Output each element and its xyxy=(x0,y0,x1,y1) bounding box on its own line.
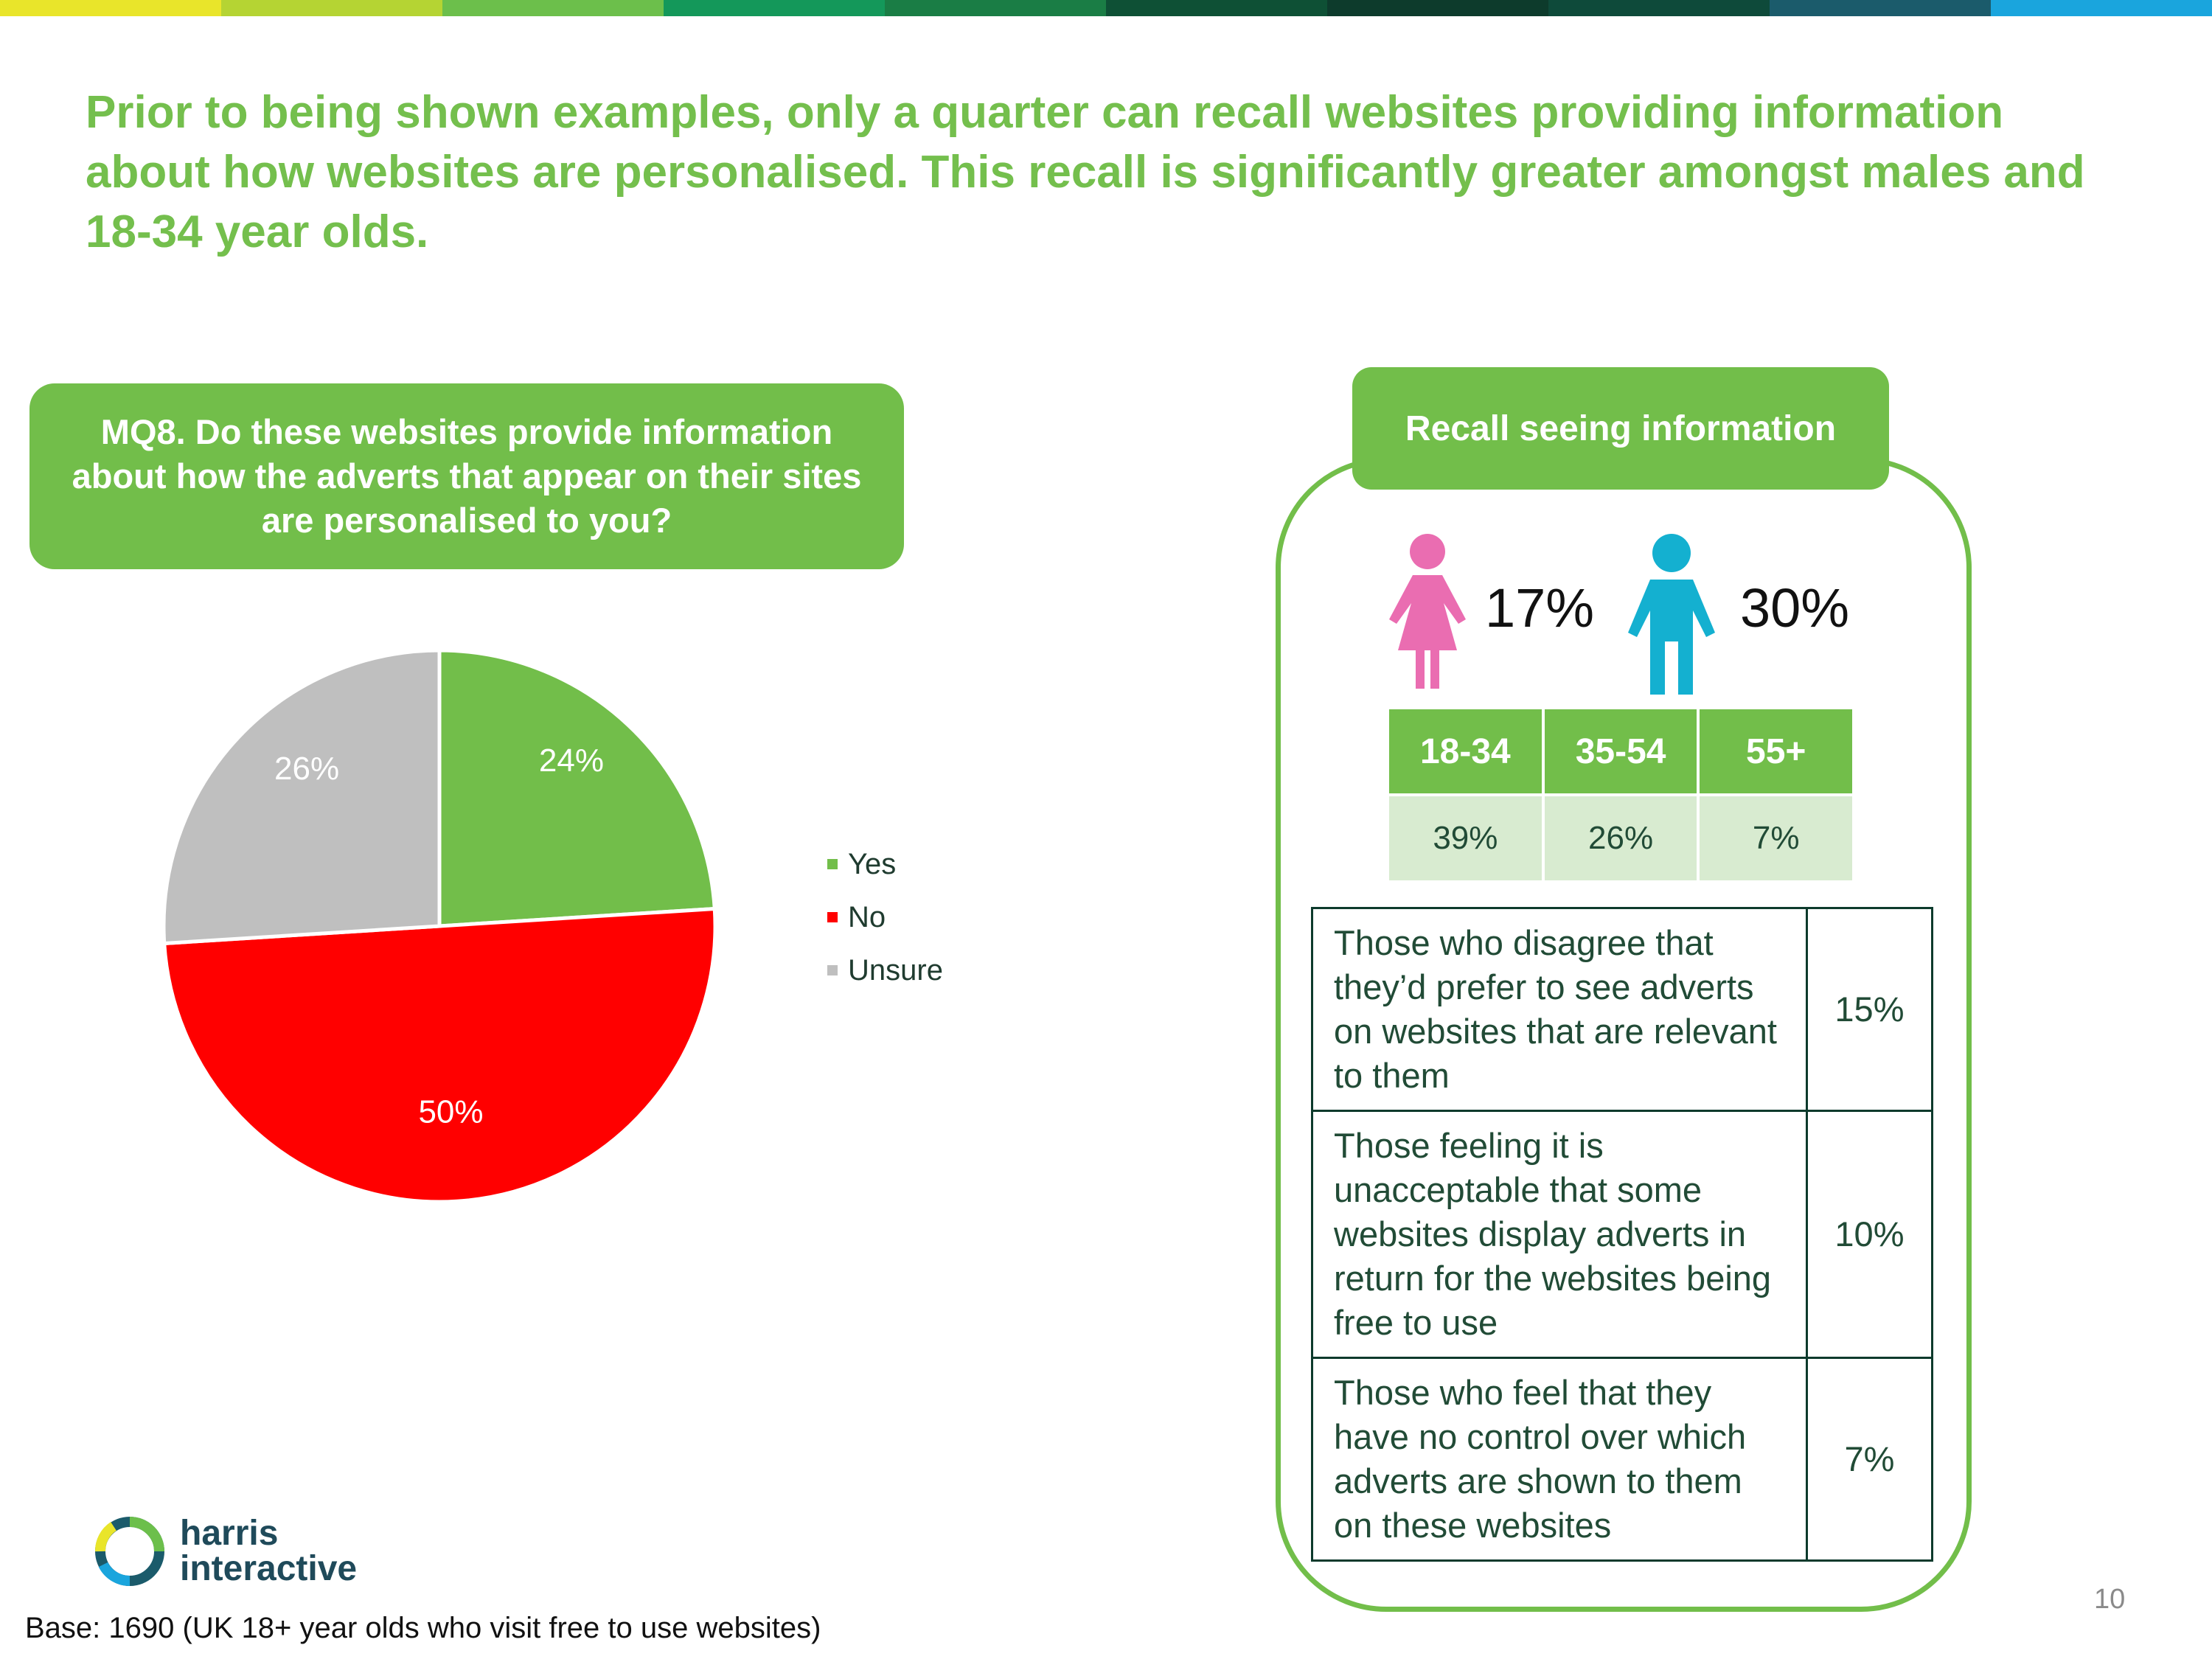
chart-legend: Yes No Unsure xyxy=(827,838,943,997)
logo-text: harris interactive xyxy=(180,1516,357,1587)
age-value-35-54: 26% xyxy=(1544,796,1697,880)
bar-segment xyxy=(1327,0,1548,16)
pie-slice-no xyxy=(162,906,717,1204)
statement-row: Those who disagree that they’d prefer to… xyxy=(1311,907,1934,1112)
bar-segment xyxy=(442,0,664,16)
legend-swatch-unsure xyxy=(827,965,838,975)
bar-segment xyxy=(1991,0,2212,16)
pie-slice-unsure xyxy=(161,648,442,946)
legend-swatch-yes xyxy=(827,859,838,869)
logo-line2: interactive xyxy=(180,1549,358,1588)
pie-slice-yes xyxy=(437,648,717,928)
harris-interactive-logo: harris interactive xyxy=(91,1513,357,1590)
bar-segment xyxy=(885,0,1106,16)
pie-label-no: 50% xyxy=(418,1093,483,1130)
legend-swatch-no xyxy=(827,912,838,922)
statement-value: 15% xyxy=(1805,907,1934,1112)
recall-title-tab: Recall seeing information xyxy=(1352,367,1889,490)
age-header-row: 18-34 35-54 55+ xyxy=(1389,709,1852,793)
age-header-35-54: 35-54 xyxy=(1544,709,1697,793)
age-value-18-34: 39% xyxy=(1389,796,1542,880)
statement-row: Those feeling it is unacceptable that so… xyxy=(1311,1110,1934,1359)
bar-segment xyxy=(664,0,885,16)
age-value-55-plus: 7% xyxy=(1700,796,1852,880)
legend-label-yes: Yes xyxy=(848,847,897,880)
bar-segment xyxy=(1770,0,1991,16)
question-text: MQ8. Do these websites provide informati… xyxy=(72,412,862,540)
page-number: 10 xyxy=(2094,1584,2126,1615)
statement-text: Those feeling it is unacceptable that so… xyxy=(1311,1110,1808,1359)
male-icon xyxy=(1628,534,1715,695)
bar-segment xyxy=(0,0,221,16)
bar-segment xyxy=(221,0,442,16)
logo-line1: harris xyxy=(180,1514,279,1553)
question-box: MQ8. Do these websites provide informati… xyxy=(29,383,904,569)
statement-table: Those who disagree that they’d prefer to… xyxy=(1311,907,1934,1562)
logo-ring-icon xyxy=(95,1517,164,1587)
age-header-18-34: 18-34 xyxy=(1389,709,1542,793)
legend-item-no: No xyxy=(827,891,943,944)
age-header-55-plus: 55+ xyxy=(1700,709,1852,793)
age-value-row: 39% 26% 7% xyxy=(1389,796,1852,880)
base-note: Base: 1690 (UK 18+ year olds who visit f… xyxy=(25,1612,821,1644)
statement-text: Those who disagree that they’d prefer to… xyxy=(1311,907,1808,1112)
male-percentage: 30% xyxy=(1740,577,1850,639)
statement-text: Those who feel that they have no control… xyxy=(1311,1357,1808,1562)
legend-label-unsure: Unsure xyxy=(848,953,943,987)
female-percentage: 17% xyxy=(1485,577,1595,639)
bar-segment xyxy=(1106,0,1327,16)
recall-title: Recall seeing information xyxy=(1405,408,1837,448)
legend-item-yes: Yes xyxy=(827,838,943,891)
legend-label-no: No xyxy=(848,900,886,933)
female-icon xyxy=(1389,534,1466,689)
legend-item-unsure: Unsure xyxy=(827,944,943,997)
age-table: 18-34 35-54 55+ 39% 26% 7% xyxy=(1386,706,1855,883)
bar-segment xyxy=(1548,0,1770,16)
top-color-bar xyxy=(0,0,2212,16)
statement-value: 7% xyxy=(1805,1357,1934,1562)
statement-value: 10% xyxy=(1805,1110,1934,1359)
slide-headline: Prior to being shown examples, only a qu… xyxy=(86,87,2085,257)
statement-row: Those who feel that they have no control… xyxy=(1311,1357,1934,1562)
pie-label-unsure: 26% xyxy=(274,751,339,787)
pie-label-yes: 24% xyxy=(539,742,604,779)
